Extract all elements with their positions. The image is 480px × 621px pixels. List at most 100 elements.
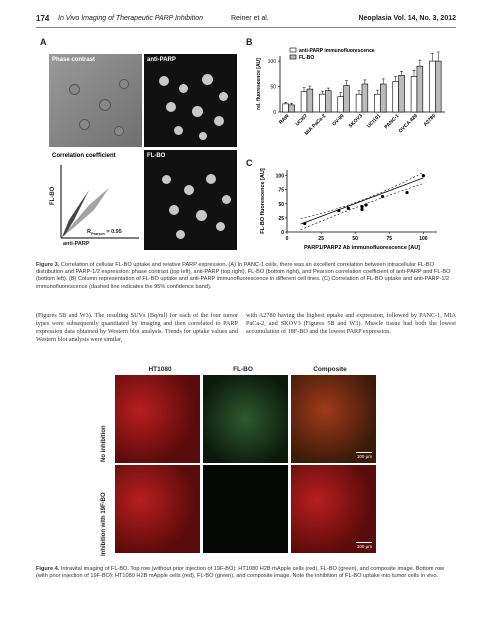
bar-flbo bbox=[324, 90, 332, 113]
fl-bo-label: FL-BO bbox=[147, 153, 166, 159]
bar-legend-swatch bbox=[289, 54, 297, 60]
phase-contrast-label: Phase contrast bbox=[52, 57, 96, 63]
scatter-y-tick-label: 100 bbox=[276, 174, 285, 180]
fig4-green-bottom bbox=[203, 465, 288, 553]
scatter-x-tick-label: 100 bbox=[419, 236, 428, 242]
bar-category-label: OV-90 bbox=[331, 113, 345, 127]
pearson-r-subscript: Pearson bbox=[90, 232, 105, 237]
bar-y-tick-label: 100 bbox=[268, 59, 277, 65]
bar-antiparp bbox=[282, 103, 289, 113]
panel-a-label: A bbox=[40, 37, 47, 47]
scatter-point bbox=[380, 194, 385, 199]
bar-legend-label: FL-BO bbox=[299, 55, 314, 61]
scatter-y-tick-label: 0 bbox=[281, 230, 284, 236]
scatter-point bbox=[364, 203, 368, 207]
running-header: 174 In Vivo Imaging of Therapeutic PARP … bbox=[36, 14, 456, 28]
bar-antiparp bbox=[319, 93, 326, 113]
bar-category-label: OVCA 429 bbox=[398, 113, 419, 134]
bar-antiparp bbox=[337, 96, 344, 113]
fig4-red-bottom bbox=[115, 465, 200, 553]
correlation-plot: Correlation coefficient FL-BO anti-PARP … bbox=[49, 150, 142, 250]
bar-antiparp bbox=[410, 76, 418, 113]
scatter-ci-upper bbox=[300, 171, 424, 219]
bar-flbo bbox=[398, 75, 405, 113]
pearson-r-symbol: R bbox=[87, 229, 91, 235]
scatter-x-tick-label: 75 bbox=[386, 236, 392, 242]
phase-contrast-image: Phase contrast bbox=[49, 54, 142, 147]
fig4-red-top bbox=[115, 375, 200, 463]
correlation-scatter bbox=[60, 165, 139, 239]
scatter-point bbox=[346, 206, 350, 210]
scalebar-bottom bbox=[356, 541, 372, 543]
body-text-left: (Figures 5B and W3). The resulting SUVs … bbox=[36, 312, 238, 343]
scatter-fit-line bbox=[300, 177, 424, 225]
bar-category-label: PANC-1 bbox=[383, 113, 400, 130]
bar-legend-label: anti-PARP immunofluorescence bbox=[299, 48, 375, 54]
pearson-r-value: = 0.95 bbox=[106, 229, 122, 235]
correlation-label: Correlation coefficient bbox=[52, 153, 116, 159]
anti-parp-image: anti-PARP bbox=[144, 54, 237, 147]
figure4-caption-text: Intravital imaging of FL-BO. Top row (wi… bbox=[36, 566, 445, 580]
bar-flbo bbox=[288, 104, 295, 113]
bar-antiparp bbox=[355, 93, 363, 113]
journal-name: Neoplasia Vol. 14, No. 3, 2012 bbox=[358, 15, 456, 22]
bar-flbo bbox=[434, 60, 442, 113]
pearson-r: RPearson = 0.95 bbox=[87, 229, 122, 236]
scatter-point bbox=[303, 221, 307, 226]
scatter-point bbox=[405, 190, 409, 195]
bar-antiparp bbox=[374, 93, 381, 113]
authors: Reiner et al. bbox=[231, 15, 269, 22]
figure4-row1-label: No inhibition bbox=[101, 425, 107, 462]
figure4-col-composite: Composite bbox=[313, 366, 347, 373]
scatter-point bbox=[360, 207, 364, 212]
bar-flbo bbox=[306, 88, 314, 113]
body-text-right: with A2780 having the highest uptake and… bbox=[246, 312, 456, 335]
scatter-chart: 0 25 50 75 100 0 25 50 75 100 PARP1/PARP2 Ab immun… bbox=[260, 168, 437, 251]
corr-y-label: FL-BO bbox=[50, 186, 56, 205]
scatter-y-tick-label: 50 bbox=[278, 202, 284, 208]
fig4-composite-top: 100 μm bbox=[291, 375, 376, 463]
page-number: 174 bbox=[36, 14, 50, 23]
bar-legend-swatch bbox=[289, 47, 297, 53]
panel-c-label: C bbox=[246, 158, 253, 168]
fig4-composite-bottom: 100 μm bbox=[291, 465, 376, 553]
figure4-col-flbo: FL-BO bbox=[233, 366, 253, 373]
bar-y-tick-label: 0 bbox=[273, 110, 276, 116]
bar-antiparp bbox=[300, 91, 308, 113]
bar-category-label: UCI101 bbox=[366, 113, 382, 129]
bar-antiparp bbox=[429, 60, 436, 113]
figure4-row2-label: Inhibition with 19F-BO bbox=[101, 492, 107, 556]
scalebar-top bbox=[356, 451, 372, 453]
scatter-y-tick-label: 75 bbox=[278, 188, 284, 194]
bar-flbo bbox=[379, 83, 387, 113]
bar-flbo bbox=[416, 65, 424, 113]
bar-category-label: SKOV3 bbox=[348, 113, 364, 129]
scatter-point bbox=[337, 208, 341, 213]
anti-parp-label: anti-PARP bbox=[147, 57, 176, 63]
scatter-point bbox=[360, 205, 364, 209]
article-title: In Vivo Imaging of Therapeutic PARP Inhi… bbox=[58, 15, 204, 22]
scatter-y-label: FL-BO fluorescence [AU] bbox=[260, 168, 266, 234]
scatter-ci-lower bbox=[300, 183, 424, 231]
bar-antiparp bbox=[392, 81, 399, 113]
fig4-green-top bbox=[203, 375, 288, 463]
bar-category-label: RAW bbox=[278, 113, 291, 126]
figure3-caption-lead: Figure 3. bbox=[36, 262, 60, 268]
scatter-x-label: PARP1/PARP2 Ab immunofluorescence [AU] bbox=[304, 245, 420, 251]
bar-category-label: A2780 bbox=[423, 113, 438, 128]
bar-flbo bbox=[361, 83, 369, 113]
scatter-x-tick-label: 25 bbox=[318, 236, 324, 242]
bar-y-label: rel. fluorescence [AU] bbox=[256, 58, 262, 110]
scatter-x-tick-label: 0 bbox=[286, 236, 289, 242]
figure4-caption-lead: Figure 4. bbox=[36, 566, 60, 572]
bar-y-tick-label: 50 bbox=[270, 85, 276, 91]
scatter-point bbox=[421, 174, 425, 178]
scatter-y-tick-label: 25 bbox=[278, 216, 284, 222]
bar-flbo bbox=[343, 85, 350, 113]
scalebar-bottom-label: 100 μm bbox=[356, 544, 372, 549]
scalebar-top-label: 100 μm bbox=[356, 454, 372, 459]
header-rule bbox=[36, 27, 456, 28]
bar-category-label: UCI07 bbox=[295, 113, 309, 127]
panel-b-label: B bbox=[246, 37, 253, 47]
